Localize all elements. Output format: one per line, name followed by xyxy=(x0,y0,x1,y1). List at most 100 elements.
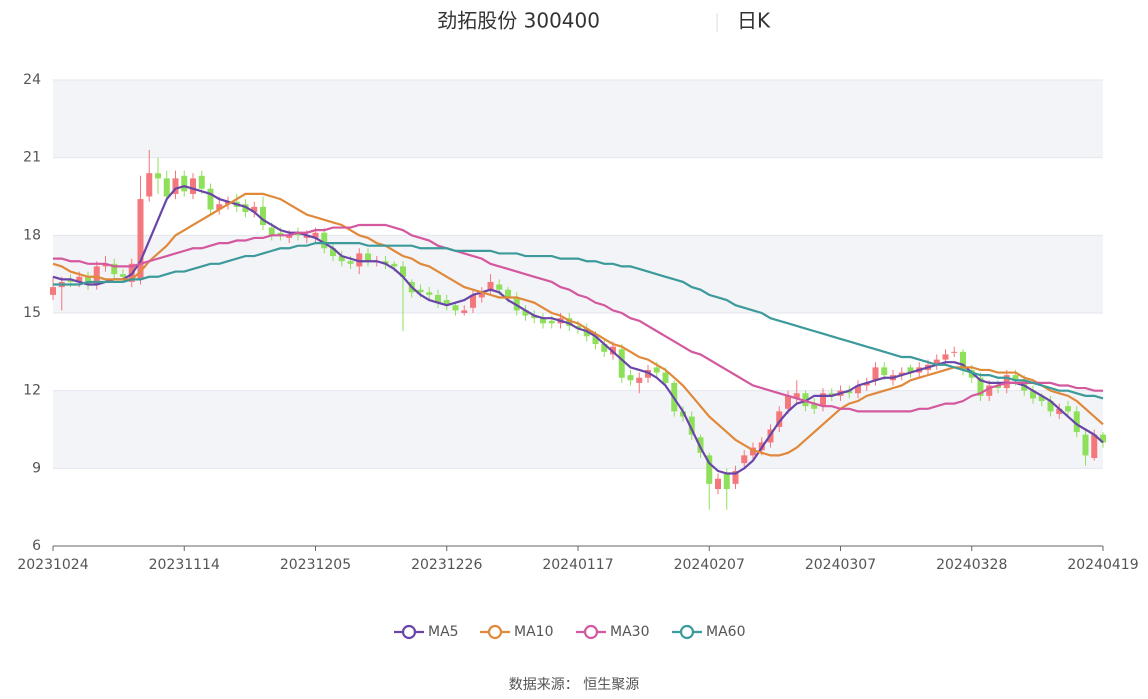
legend-marker xyxy=(679,624,695,640)
candle-body xyxy=(662,372,669,383)
candle-body xyxy=(986,385,993,396)
chart-title: 劲拓股份 300400 xyxy=(437,9,600,33)
candle-body xyxy=(785,395,791,409)
grid-band xyxy=(53,235,1103,313)
legend-marker xyxy=(583,624,599,640)
y-tick-label: 15 xyxy=(23,305,41,321)
legend: MA5 MA10 MA30 MA60 xyxy=(394,624,745,640)
candle-body xyxy=(400,266,406,277)
candle-body xyxy=(653,367,660,373)
candle-body xyxy=(426,292,433,295)
candle-body xyxy=(356,253,363,267)
candle-body xyxy=(435,294,441,303)
candle-body xyxy=(540,318,546,324)
candle-body xyxy=(1100,434,1106,443)
y-tick-label: 6 xyxy=(32,538,41,554)
candle-body xyxy=(295,232,301,236)
candle-body xyxy=(688,416,695,435)
candle-body xyxy=(811,403,818,409)
y-tick-label: 12 xyxy=(23,383,41,399)
candle-body xyxy=(601,344,608,352)
candle-body xyxy=(793,393,800,399)
candle-body xyxy=(846,390,853,394)
candle-body xyxy=(347,261,354,264)
candle-body xyxy=(1030,390,1036,399)
candle-body xyxy=(592,336,599,345)
candle-body xyxy=(391,263,398,267)
candle-body xyxy=(496,284,503,290)
candle-body xyxy=(1091,434,1098,458)
candle-body xyxy=(566,318,573,326)
candle-body xyxy=(522,310,529,316)
x-tick-label: 20240307 xyxy=(805,557,876,573)
candle-body xyxy=(181,175,188,192)
candle-body xyxy=(531,315,538,319)
candle-body xyxy=(750,447,756,456)
candle-body xyxy=(1065,406,1071,412)
candle-body xyxy=(146,173,153,197)
candle-body xyxy=(155,173,161,179)
legend-label: MA30 xyxy=(610,624,649,640)
x-tick-label: 20231114 xyxy=(149,557,220,573)
candle-body xyxy=(942,354,949,360)
candle-body xyxy=(338,256,345,262)
candle-body xyxy=(111,263,118,275)
candle-body xyxy=(505,289,511,298)
candle-body xyxy=(478,292,485,298)
ma-line xyxy=(53,223,1103,413)
candle-body xyxy=(452,305,459,311)
candle-body xyxy=(242,204,249,213)
grid-band xyxy=(53,80,1103,158)
candle-body xyxy=(1003,375,1010,389)
candle-body xyxy=(575,325,581,329)
candle-body xyxy=(627,375,634,381)
candle-body xyxy=(1012,375,1019,381)
candle-body xyxy=(1056,408,1063,414)
candle-body xyxy=(93,266,100,285)
candle-body xyxy=(67,279,74,282)
grid-band xyxy=(53,390,1103,469)
y-tick-label: 24 xyxy=(23,72,41,88)
plot-area: 6 9 12 15 18 21 24 20231024 20231114 20231205 2023… xyxy=(17,72,1138,573)
candle-body xyxy=(102,263,109,267)
candle-body xyxy=(163,178,170,197)
candle-body xyxy=(513,297,520,311)
candle-body xyxy=(855,385,861,394)
candle-body xyxy=(286,235,293,238)
candle-body xyxy=(382,261,389,264)
candle-body xyxy=(933,359,940,365)
ma-line xyxy=(52,184,1104,475)
candle-body xyxy=(645,369,651,378)
candle-body xyxy=(172,178,179,194)
candle-body xyxy=(680,411,686,417)
legend-marker xyxy=(401,624,417,640)
ma-line xyxy=(53,242,1104,400)
candle-body xyxy=(277,232,284,236)
chart-subtitle: 日K xyxy=(737,9,771,33)
x-tick-label: 20231205 xyxy=(280,557,351,573)
candle-body xyxy=(977,377,984,396)
candle-body xyxy=(321,232,328,249)
legend-label: MA10 xyxy=(514,624,553,640)
candle-body xyxy=(50,287,56,295)
candle-body xyxy=(706,455,713,484)
x-tick-label: 20240419 xyxy=(1067,557,1138,573)
y-tick-label: 18 xyxy=(23,227,41,243)
candle-body xyxy=(995,385,1001,389)
candle-body xyxy=(260,206,266,225)
candle-body xyxy=(872,367,879,381)
candle-body xyxy=(828,393,835,396)
source-note: 数据来源： 恒生聚源 xyxy=(509,677,639,693)
candle-body xyxy=(268,227,275,236)
y-tick-label: 9 xyxy=(32,460,41,476)
candle-body xyxy=(951,351,958,353)
candle-body xyxy=(216,204,223,210)
candle-body xyxy=(802,393,809,407)
x-tick-label: 20240117 xyxy=(542,557,613,573)
candle-body xyxy=(715,478,721,490)
x-tick-label: 20231226 xyxy=(411,557,482,573)
legend-label: MA60 xyxy=(706,624,745,640)
candle-body xyxy=(443,300,450,306)
candle-body xyxy=(907,367,914,373)
